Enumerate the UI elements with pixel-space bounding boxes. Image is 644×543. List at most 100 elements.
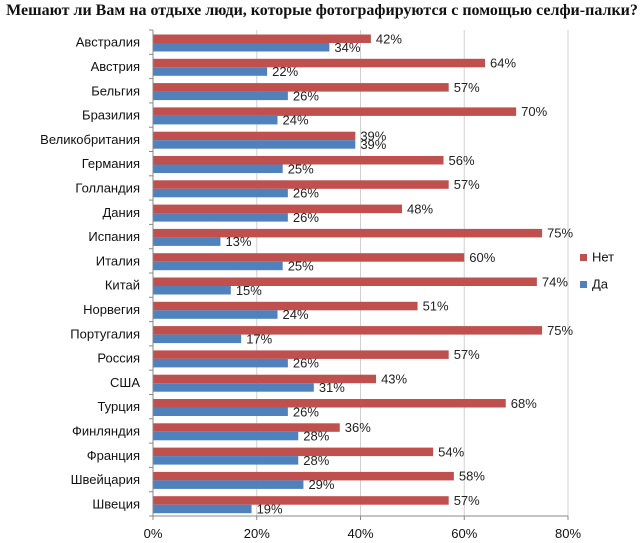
category-label: Великобритания — [40, 132, 140, 147]
data-label: 25% — [288, 161, 314, 176]
data-label: 54% — [438, 444, 464, 459]
bar-yes — [153, 286, 231, 295]
category-label: Италия — [96, 253, 140, 268]
bar-yes — [153, 383, 314, 392]
legend-label-no: Нет — [592, 250, 614, 265]
bar-yes — [153, 237, 221, 246]
bar-no — [153, 447, 434, 457]
category-label: Китай — [105, 278, 140, 293]
data-label: 74% — [542, 274, 568, 289]
data-label: 75% — [547, 323, 573, 338]
data-label: 57% — [454, 177, 480, 192]
bar-no — [153, 277, 537, 286]
data-label: 51% — [423, 299, 449, 314]
data-label: 34% — [334, 40, 360, 55]
x-tick-label: 0% — [144, 526, 163, 541]
data-label: 29% — [308, 477, 334, 492]
data-label: 28% — [303, 429, 329, 444]
legend-swatch-yes — [580, 281, 587, 288]
data-label: 26% — [293, 210, 319, 225]
data-label: 39% — [360, 128, 386, 143]
x-tick-label: 20% — [244, 526, 270, 541]
bar-no — [153, 423, 340, 432]
bar-no — [153, 496, 449, 505]
bar-no — [153, 83, 449, 92]
legend-swatch-no — [580, 254, 587, 261]
x-tick-label: 80% — [555, 526, 581, 541]
data-label: 70% — [521, 104, 547, 119]
bar-yes — [153, 456, 299, 465]
category-label: Турция — [97, 399, 140, 414]
category-label: Россия — [97, 351, 140, 366]
data-label: 26% — [293, 88, 319, 103]
category-label: Франция — [87, 448, 140, 463]
data-label: 22% — [272, 64, 298, 79]
bar-yes — [153, 43, 330, 52]
category-label: Германия — [82, 156, 140, 171]
bar-no — [153, 204, 402, 214]
bar-no — [153, 131, 356, 141]
category-label: Бразилия — [82, 108, 140, 123]
bar-yes — [153, 67, 268, 76]
chart-title: Мешают ли Вам на отдыхе люди, которые фо… — [6, 2, 638, 19]
category-label: Швейцария — [71, 472, 140, 487]
data-label: 24% — [283, 113, 309, 128]
data-label: 57% — [454, 347, 480, 362]
data-label: 64% — [490, 56, 516, 71]
bar-yes — [153, 334, 242, 344]
data-label: 57% — [454, 493, 480, 508]
data-label: 68% — [511, 396, 537, 411]
bar-no — [153, 180, 449, 189]
data-label: 31% — [319, 380, 345, 395]
data-label: 26% — [293, 356, 319, 371]
bar-no — [153, 399, 506, 408]
data-label: 19% — [257, 501, 283, 516]
category-label: Финляндия — [72, 423, 140, 438]
data-label: 26% — [293, 404, 319, 419]
bar-yes — [153, 407, 288, 416]
x-tick-label: 40% — [347, 526, 373, 541]
category-label: Норвегия — [83, 302, 140, 317]
data-label: 28% — [303, 453, 329, 468]
data-label: 48% — [407, 201, 433, 216]
bar-no — [153, 253, 465, 262]
data-label: 13% — [225, 234, 251, 249]
bar-no — [153, 374, 377, 384]
bar-no — [153, 301, 418, 311]
data-label: 15% — [236, 283, 262, 298]
category-label: США — [110, 375, 140, 390]
bar-yes — [153, 358, 288, 368]
bar-yes — [153, 115, 278, 125]
data-label: 57% — [454, 80, 480, 95]
bar-yes — [153, 91, 288, 101]
category-label: Бельгия — [91, 83, 140, 98]
data-label: 39% — [360, 137, 386, 152]
data-label: 17% — [246, 331, 272, 346]
x-tick-label: 60% — [451, 526, 477, 541]
bar-no — [153, 34, 371, 43]
bar-no — [153, 228, 543, 238]
bar-yes — [153, 188, 288, 198]
category-label: Дания — [102, 205, 140, 220]
bar-no — [153, 58, 485, 68]
category-label: Австралия — [76, 35, 140, 50]
data-label: 26% — [293, 186, 319, 201]
category-label: Испания — [88, 229, 140, 244]
bar-no — [153, 350, 449, 359]
bar-yes — [153, 431, 299, 441]
category-label: Голландия — [75, 180, 140, 195]
data-label: 75% — [547, 226, 573, 241]
bar-yes — [153, 261, 283, 271]
bar-yes — [153, 140, 356, 149]
category-label: Швеция — [92, 496, 140, 511]
category-label: Португалия — [70, 326, 140, 341]
bar-no — [153, 326, 543, 335]
bar-yes — [153, 480, 304, 489]
bar-no — [153, 156, 444, 165]
data-label: 36% — [345, 420, 371, 435]
bar-yes — [153, 164, 283, 173]
data-label: 43% — [381, 371, 407, 386]
bar-yes — [153, 213, 288, 222]
data-label: 56% — [449, 153, 475, 168]
